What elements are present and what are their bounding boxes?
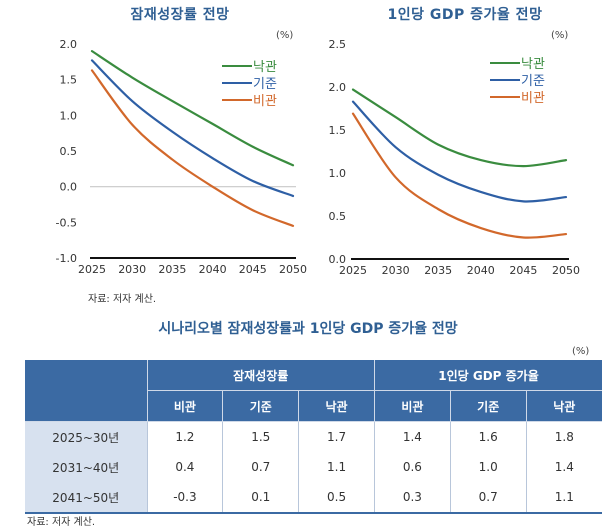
chart-source: 자료: 저자 계산. (88, 294, 157, 305)
table-cell: -0.3 (146, 482, 223, 514)
sub-header: 기준 (449, 390, 527, 422)
table-cell: 0.6 (373, 452, 451, 482)
x-tick-label: 2030 (118, 263, 146, 276)
chart-title-gdp-per-capita: 1인당 GDP 증가율 전망 (387, 7, 543, 23)
table-cell: 0.7 (449, 482, 527, 514)
table-cell: 1.4 (525, 452, 602, 482)
table-cell: 0.5 (298, 482, 375, 514)
legend-label: 낙관 (253, 60, 277, 75)
sub-header: 낙관 (525, 390, 602, 422)
series-line-optimistic (351, 88, 568, 168)
table-unit: (%) (572, 346, 590, 357)
table-cell: 0.4 (146, 452, 223, 482)
row-label: 2041~50년 (25, 482, 147, 514)
y-tick-label: -0.5 (56, 216, 77, 229)
y-tick-label: 2.0 (329, 81, 347, 94)
sub-header: 기준 (222, 390, 299, 422)
y-tick-label: 0.0 (329, 253, 347, 266)
legend-label: 기준 (521, 74, 545, 89)
table-row: 2041~50년 -0.3 0.1 0.5 0.3 0.7 1.1 (25, 482, 602, 514)
table-cell: 1.4 (373, 421, 451, 452)
table-title: 시나리오별 잠재성장률과 1인당 GDP 증가율 전망 (158, 321, 458, 337)
y-tick-label: 1.5 (60, 74, 78, 87)
x-tick-label: 2045 (239, 263, 267, 276)
y-tick-label: 0.5 (60, 145, 78, 158)
x-tick-label: 2045 (509, 264, 537, 277)
table-cell: 1.0 (449, 452, 527, 482)
table-cell: 1.7 (298, 421, 375, 452)
table-corner-header (25, 360, 147, 422)
table-cell: 1.6 (449, 421, 527, 452)
table-cell: 0.1 (222, 482, 299, 514)
chart-unit: (%) (551, 30, 569, 41)
x-tick-label: 2025 (78, 263, 106, 276)
y-tick-label: 0.0 (60, 181, 78, 194)
series-line-pessimistic (351, 112, 568, 239)
legend-label: 낙관 (521, 57, 545, 72)
x-tick-label: 2040 (199, 263, 227, 276)
group-header: 1인당 GDP 증가율 (373, 360, 602, 391)
chart-title-potential-growth: 잠재성장률 전망 (130, 7, 230, 23)
y-tick-label: 0.5 (329, 210, 347, 223)
chart-unit: (%) (276, 30, 294, 41)
y-tick-label: 2.0 (60, 38, 78, 51)
x-tick-label: 2035 (158, 263, 186, 276)
x-tick-label: 2040 (467, 264, 495, 277)
row-label: 2025~30년 (25, 421, 147, 452)
x-tick-label: 2025 (339, 264, 367, 277)
table-cell: 1.1 (525, 482, 602, 514)
scenario-table: 잠재성장률 1인당 GDP 증가율 비관 기준 낙관 비관 기준 낙관 2025… (25, 360, 602, 514)
x-tick-label: 2050 (279, 263, 307, 276)
legend-label: 기준 (253, 77, 277, 92)
row-label: 2031~40년 (25, 452, 147, 482)
y-tick-label: 2.5 (329, 38, 347, 51)
sub-header: 비관 (373, 390, 451, 422)
table-cell: 1.2 (146, 421, 223, 452)
y-tick-label: 1.0 (60, 109, 78, 122)
table-source: 자료: 저자 계산. (27, 517, 96, 528)
table-cell: 1.5 (222, 421, 299, 452)
series-line-optimistic (90, 50, 295, 167)
table-cell: 1.8 (525, 421, 602, 452)
sub-header: 비관 (146, 390, 223, 422)
y-tick-label: -1.0 (56, 252, 77, 265)
legend-label: 비관 (521, 91, 545, 106)
x-tick-label: 2050 (552, 264, 580, 277)
table-row: 2025~30년 1.2 1.5 1.7 1.4 1.6 1.8 (25, 421, 602, 452)
x-tick-label: 2035 (424, 264, 452, 277)
series-line-pessimistic (90, 69, 295, 227)
legend-label: 비관 (253, 94, 277, 109)
sub-header: 낙관 (298, 390, 375, 422)
table-row: 2031~40년 0.4 0.7 1.1 0.6 1.0 1.4 (25, 452, 602, 482)
y-tick-label: 1.0 (329, 167, 347, 180)
group-header: 잠재성장률 (146, 360, 375, 391)
y-tick-label: 1.5 (329, 124, 347, 137)
series-line-baseline (90, 59, 295, 198)
table-cell: 1.1 (298, 452, 375, 482)
series-line-baseline (351, 100, 568, 203)
x-tick-label: 2030 (382, 264, 410, 277)
table-cell: 0.3 (373, 482, 451, 514)
table-cell: 0.7 (222, 452, 299, 482)
